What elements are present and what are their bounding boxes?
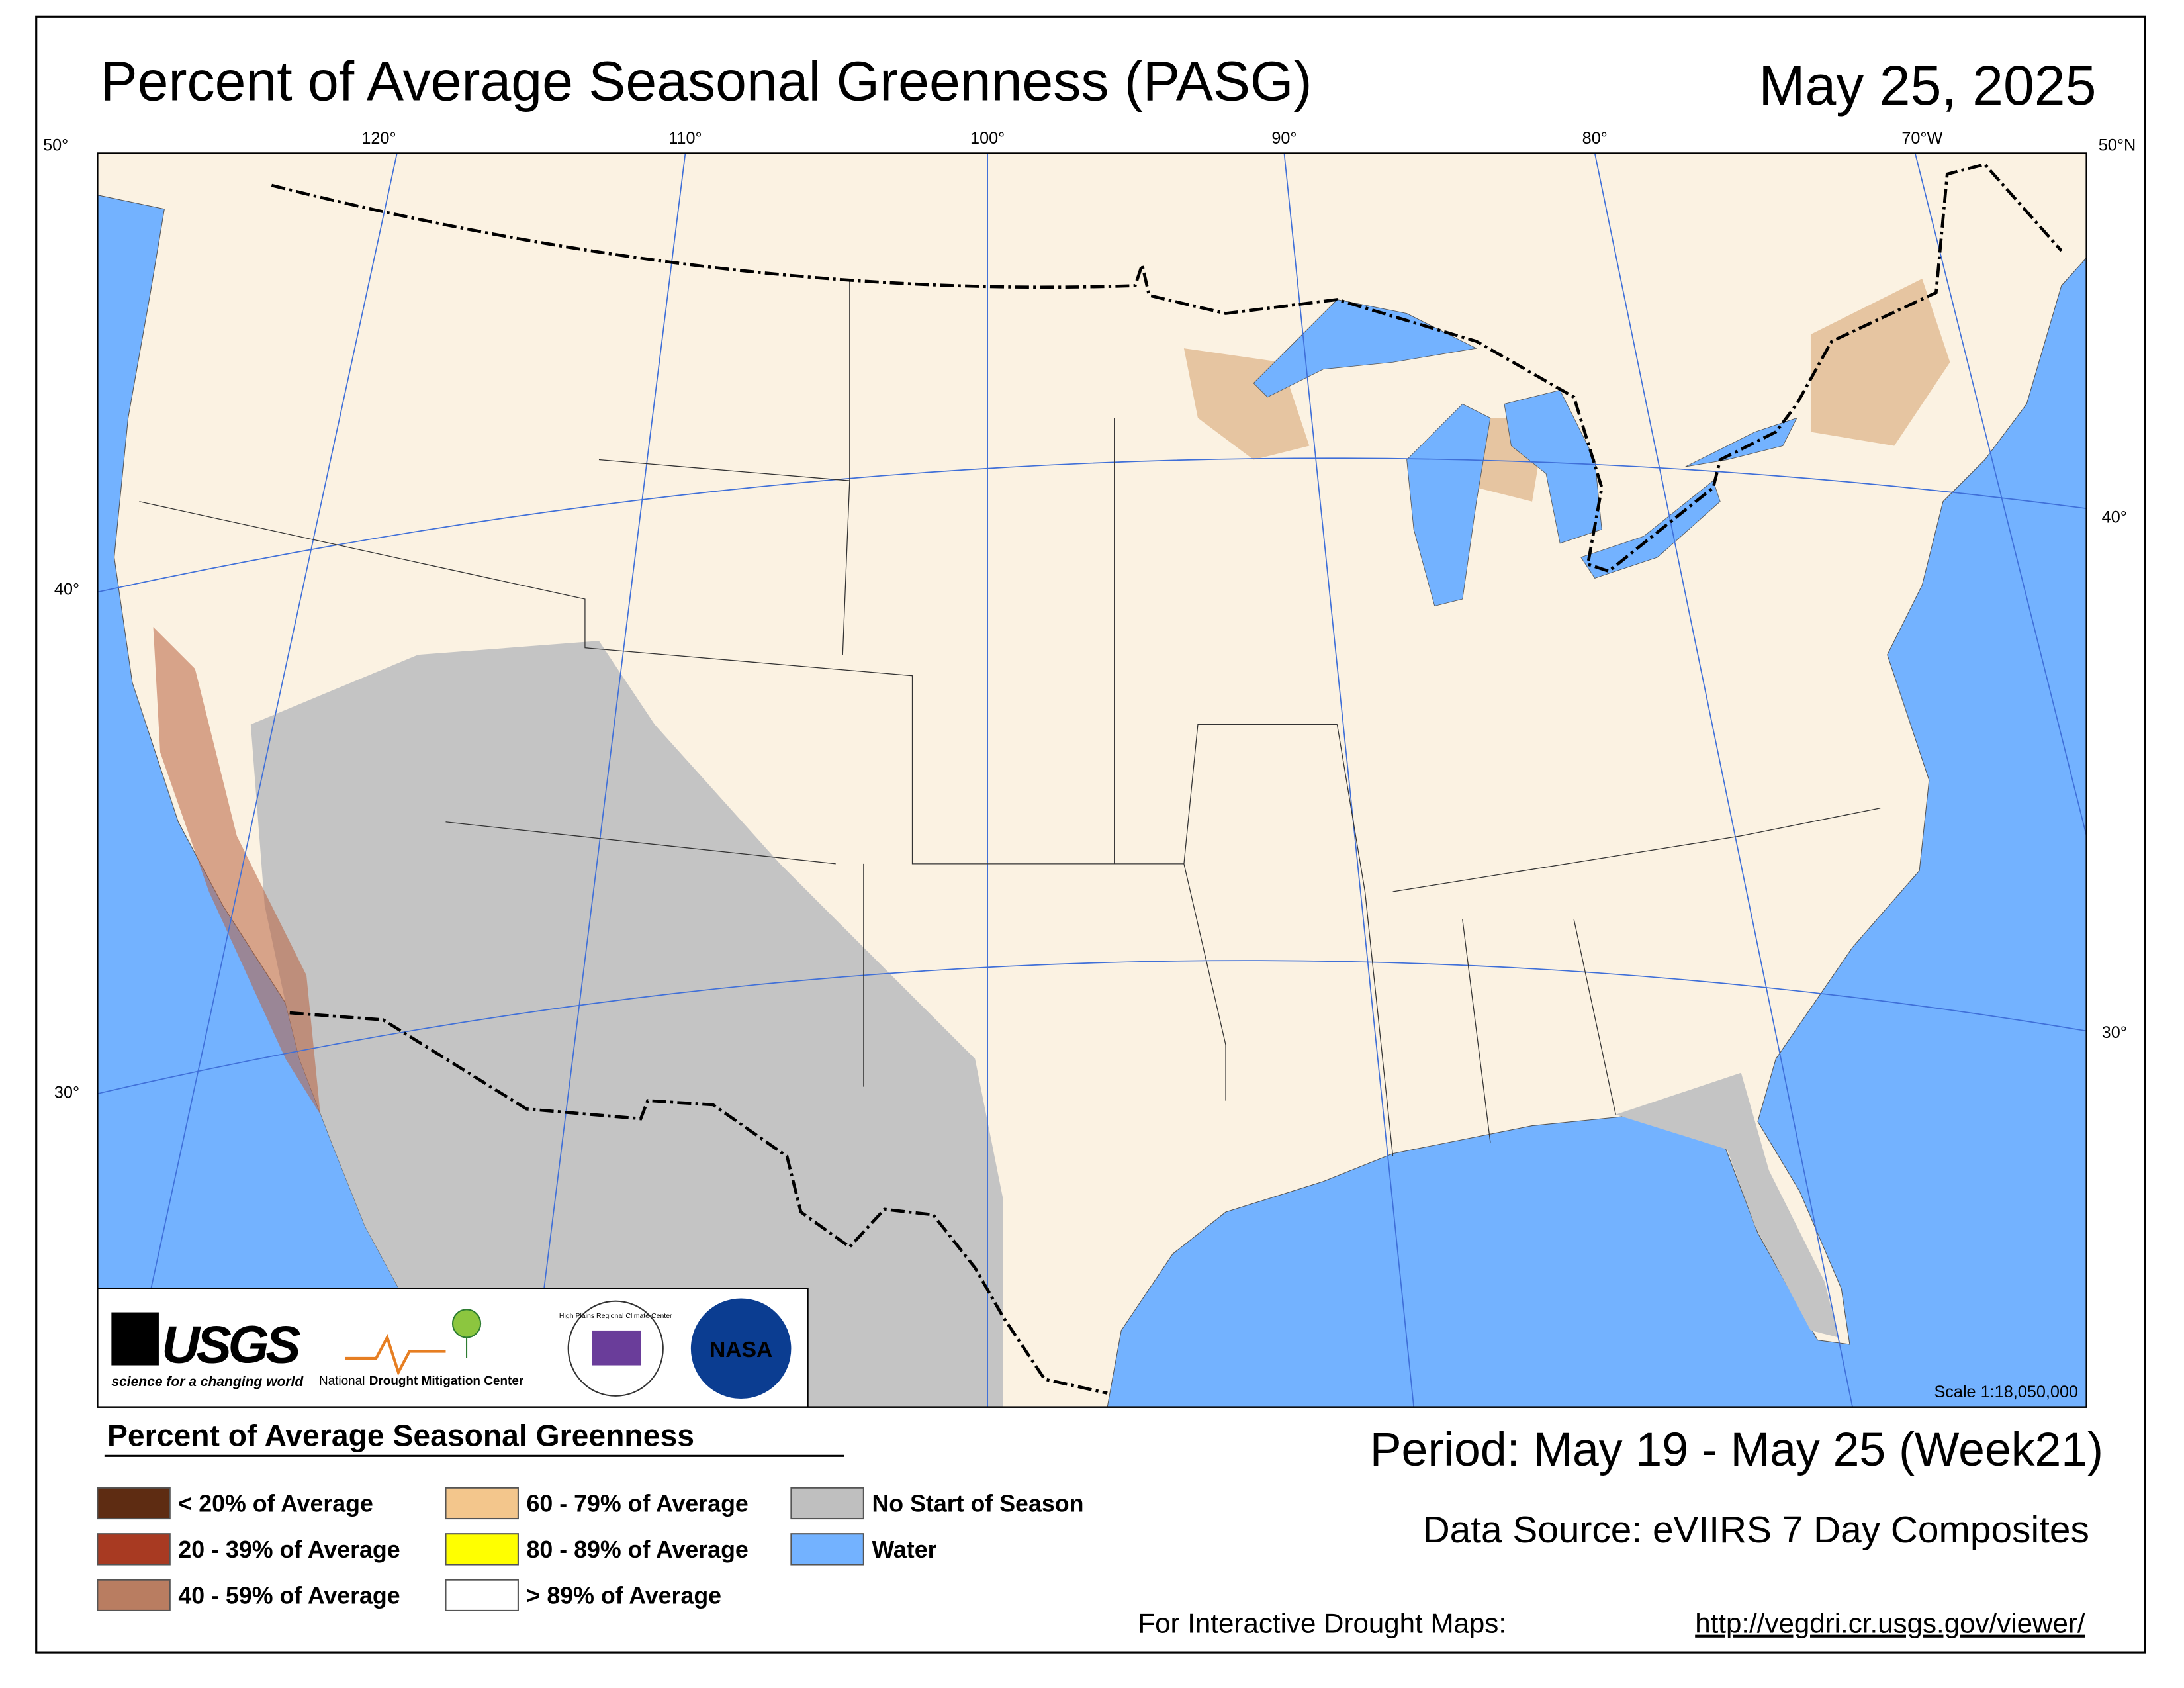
international-border (289, 1011, 1108, 1395)
legend-label: > 89% of Average (527, 1582, 722, 1609)
graticule-label: 80° (1582, 129, 1608, 148)
graticule-label: 120° (361, 129, 396, 148)
map-scale: Scale 1:18,050,000 (1934, 1383, 2078, 1401)
low-greenness-area (153, 627, 321, 1115)
legend-label: 80 - 89% of Average (527, 1536, 749, 1563)
usgs-tagline: science for a changing world (111, 1374, 304, 1389)
graticule-label: 50° (43, 136, 68, 154)
link-label: For Interactive Drought Maps: (1138, 1608, 1506, 1639)
link-url[interactable]: http://vegdri.cr.usgs.gov/viewer/ (1695, 1608, 2085, 1639)
data-source: Data Source: eVIIRS 7 Day Composites (1423, 1509, 2089, 1551)
no-season-area (1615, 1072, 1839, 1338)
ndmc-logo-mark (451, 1309, 482, 1359)
legend-label: 20 - 39% of Average (178, 1536, 400, 1563)
period: Period: May 19 - May 25 (Week21) (1370, 1423, 2103, 1476)
legend-label: 60 - 79% of Average (527, 1491, 749, 1517)
no-season-area (250, 641, 1003, 1407)
graticule (97, 153, 2087, 1407)
state-borders (139, 278, 1881, 1156)
ndmc-logo-wave (345, 1334, 446, 1376)
usgs-logo-mark (111, 1312, 159, 1366)
legend-swatch (790, 1533, 864, 1566)
logo-panel (97, 1288, 809, 1407)
legend-title: Percent of Average Seasonal Greenness (107, 1419, 694, 1453)
graticule-label: 40° (2102, 508, 2127, 526)
international-border (271, 162, 2063, 573)
graticule-label: 30° (2102, 1023, 2127, 1042)
ndmc-prefix: National (319, 1374, 365, 1388)
graticule-label: 40° (54, 581, 79, 599)
graticule-label: 70°W (1901, 129, 1942, 148)
hprcc-logo-map (592, 1330, 641, 1366)
legend-label: < 20% of Average (178, 1491, 373, 1517)
nasa-logo (690, 1298, 792, 1399)
legend-swatch (97, 1533, 171, 1566)
legend-swatch (445, 1487, 519, 1520)
map (97, 153, 2087, 1407)
legend-swatch (97, 1579, 171, 1611)
legend-swatch (445, 1579, 519, 1611)
graticule-label: 50°N (2099, 136, 2136, 154)
legend-label: Water (872, 1536, 936, 1563)
map-frame (97, 152, 2087, 1408)
graticule-label: 30° (54, 1083, 79, 1102)
legend-swatch (97, 1487, 171, 1520)
graticule-label: 110° (668, 129, 702, 148)
hprcc-name: High Plains Regional Climate Center (559, 1312, 672, 1320)
legend-label: 40 - 59% of Average (178, 1582, 400, 1609)
title: Percent of Average Seasonal Greenness (P… (101, 50, 1312, 113)
legend-label: No Start of Season (872, 1491, 1083, 1517)
legend-swatch (445, 1533, 519, 1566)
usgs-logo-text: USGS (161, 1315, 300, 1374)
legend-swatch (790, 1487, 864, 1520)
nasa-logo-text: NASA (709, 1338, 772, 1362)
date: May 25, 2025 (1758, 54, 2096, 117)
ndmc-name: Drought Mitigation Center (369, 1374, 524, 1388)
graticule-label: 90° (1271, 129, 1297, 148)
graticule-label: 100° (970, 129, 1005, 148)
